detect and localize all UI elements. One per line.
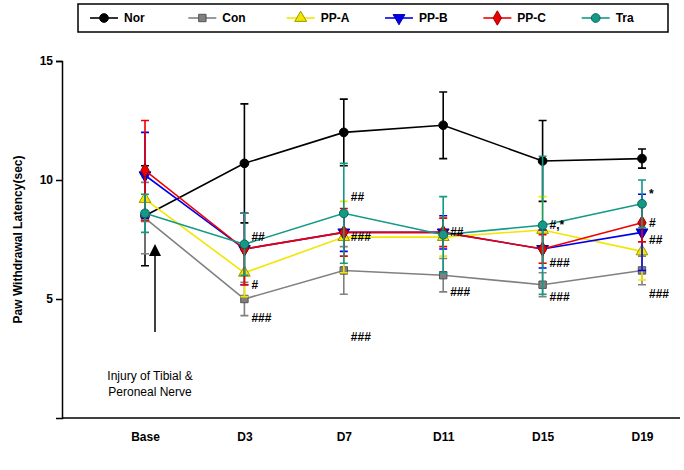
- x-tick-label: D7: [337, 430, 353, 444]
- point: [439, 121, 448, 130]
- point: [437, 229, 449, 239]
- significance-label: *: [649, 187, 654, 201]
- point: [339, 128, 348, 137]
- x-axis: Base D3 D7 D11 D15 D19: [62, 418, 680, 444]
- significance-label: ##: [450, 225, 464, 239]
- legend-marker: [295, 11, 307, 21]
- series: [141, 92, 647, 266]
- legend-label: Tra: [616, 11, 634, 25]
- point: [240, 240, 249, 249]
- legend-label: Nor: [124, 11, 145, 25]
- error-bar: [638, 180, 646, 228]
- point: [141, 209, 150, 218]
- legend-marker: [199, 14, 206, 21]
- y-tick: 10: [40, 173, 62, 187]
- legend-marker: [493, 11, 501, 25]
- series-line: [145, 170, 642, 249]
- series: [139, 178, 648, 297]
- series: [141, 121, 646, 285]
- error-bar: [439, 197, 447, 273]
- x-tick: D19: [631, 418, 653, 444]
- y-tick: 5: [46, 292, 62, 306]
- series: [139, 132, 648, 284]
- significance-label: ##: [251, 230, 265, 244]
- x-tick: D15: [532, 418, 554, 444]
- x-tick: D11: [433, 418, 455, 444]
- error-bar: [240, 213, 248, 275]
- error-bar: [240, 213, 248, 284]
- legend-label: PP-A: [321, 11, 350, 25]
- significance-label: ##: [649, 233, 663, 247]
- significance-label: #,*: [550, 218, 565, 232]
- error-bar: [638, 149, 646, 168]
- legend-marker: [100, 14, 109, 23]
- point: [638, 199, 647, 208]
- series: [141, 182, 646, 315]
- legend-marker: [393, 15, 405, 25]
- error-bar: [340, 163, 348, 263]
- legend-label: PP-B: [419, 11, 448, 25]
- error-bar: [240, 104, 248, 223]
- error-bar: [539, 156, 547, 294]
- legend-marker: [591, 14, 600, 23]
- legend: Nor Con PP-A PP-B PP-C Tra: [78, 4, 668, 32]
- plot-area: [139, 92, 648, 316]
- series-line: [145, 204, 642, 244]
- x-tick: Base: [131, 418, 160, 444]
- series-line: [145, 199, 642, 273]
- error-bar: [240, 213, 248, 284]
- y-axis-title: Paw Withdrawal Latency(sec): [11, 156, 25, 324]
- significance-label: ###: [351, 330, 371, 344]
- significance-label: ###: [649, 287, 669, 301]
- significance-label: #: [649, 216, 656, 230]
- series-line: [145, 175, 642, 249]
- legend-label: PP-C: [517, 11, 546, 25]
- arrow-note: Injury of Tibial &: [107, 369, 192, 383]
- point: [638, 154, 647, 163]
- x-tick: D3: [237, 418, 253, 444]
- error-bar: [439, 92, 447, 159]
- significance-label: ###: [251, 311, 271, 325]
- arrow-note: Peroneal Nerve: [108, 385, 192, 399]
- x-axis-line: [62, 417, 680, 419]
- y-tick-mark: [56, 61, 62, 63]
- significance-label: ##: [351, 190, 365, 204]
- y-tick-mark: [56, 299, 62, 301]
- error-bar: [141, 194, 149, 232]
- significance-label: #: [251, 278, 258, 292]
- point: [538, 221, 547, 230]
- series-line: [145, 125, 642, 215]
- y-tick-label: 10: [40, 173, 54, 187]
- point: [439, 230, 448, 239]
- legend-box: [78, 4, 668, 32]
- series: [141, 156, 647, 294]
- legend-label: Con: [222, 11, 245, 25]
- error-bar: [340, 99, 348, 166]
- point: [240, 159, 249, 168]
- significance-label: ###: [450, 285, 470, 299]
- point: [339, 209, 348, 218]
- arrow: [154, 250, 156, 332]
- y-tick-label: 15: [40, 54, 54, 68]
- point: [141, 163, 149, 177]
- x-tick-label: D19: [631, 430, 653, 444]
- x-tick-label: D11: [433, 430, 455, 444]
- x-tick: D7: [337, 418, 353, 444]
- x-tick-label: D15: [532, 430, 554, 444]
- significance-label: ###: [550, 256, 570, 270]
- significance-label: ###: [550, 290, 570, 304]
- y-tick-label: 5: [46, 292, 53, 306]
- x-tick-label: Base: [131, 430, 160, 444]
- y-axis: 5 10 15: [40, 54, 63, 418]
- significance-label: ###: [351, 230, 371, 244]
- y-tick: 15: [40, 54, 62, 68]
- chart: 5 10 15 Base D3 D7 D11 D15 D19 Paw Withdrawal Lat…: [0, 0, 684, 470]
- y-axis-line: [56, 62, 63, 419]
- y-tick-mark: [56, 180, 62, 182]
- x-tick-label: D3: [237, 430, 253, 444]
